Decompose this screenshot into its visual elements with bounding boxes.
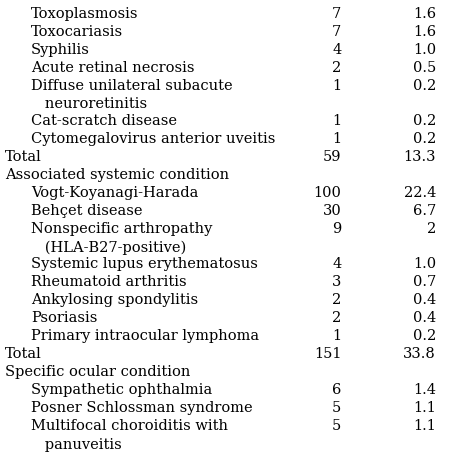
Text: Specific ocular condition: Specific ocular condition xyxy=(5,365,190,380)
Text: 5: 5 xyxy=(332,401,341,416)
Text: Cytomegalovirus anterior uveitis: Cytomegalovirus anterior uveitis xyxy=(31,132,275,146)
Text: 4: 4 xyxy=(332,43,341,57)
Text: Diffuse unilateral subacute: Diffuse unilateral subacute xyxy=(31,79,232,93)
Text: 2: 2 xyxy=(332,293,341,308)
Text: 151: 151 xyxy=(314,347,341,362)
Text: Cat-scratch disease: Cat-scratch disease xyxy=(31,114,177,128)
Text: 1: 1 xyxy=(332,132,341,146)
Text: neuroretinitis: neuroretinitis xyxy=(31,97,147,111)
Text: Associated systemic condition: Associated systemic condition xyxy=(5,168,229,182)
Text: 33.8: 33.8 xyxy=(403,347,436,362)
Text: Total: Total xyxy=(5,150,42,164)
Text: 4: 4 xyxy=(332,257,341,272)
Text: 7: 7 xyxy=(332,7,341,21)
Text: Acute retinal necrosis: Acute retinal necrosis xyxy=(31,61,194,75)
Text: 13.3: 13.3 xyxy=(403,150,436,164)
Text: 1: 1 xyxy=(332,114,341,128)
Text: Behçet disease: Behçet disease xyxy=(31,204,142,219)
Text: Posner Schlossman syndrome: Posner Schlossman syndrome xyxy=(31,401,253,416)
Text: Psoriasis: Psoriasis xyxy=(31,311,97,326)
Text: 0.2: 0.2 xyxy=(413,114,436,128)
Text: 1.1: 1.1 xyxy=(413,419,436,434)
Text: Nonspecific arthropathy: Nonspecific arthropathy xyxy=(31,222,212,237)
Text: 22.4: 22.4 xyxy=(404,186,436,201)
Text: Ankylosing spondylitis: Ankylosing spondylitis xyxy=(31,293,198,308)
Text: 6.7: 6.7 xyxy=(413,204,436,219)
Text: 1.0: 1.0 xyxy=(413,43,436,57)
Text: 5: 5 xyxy=(332,419,341,434)
Text: 1.4: 1.4 xyxy=(413,383,436,398)
Text: 2: 2 xyxy=(427,222,436,237)
Text: 1: 1 xyxy=(332,79,341,93)
Text: Primary intraocular lymphoma: Primary intraocular lymphoma xyxy=(31,329,259,344)
Text: 9: 9 xyxy=(332,222,341,237)
Text: 0.5: 0.5 xyxy=(413,61,436,75)
Text: 7: 7 xyxy=(332,25,341,39)
Text: 6: 6 xyxy=(332,383,341,398)
Text: 1.0: 1.0 xyxy=(413,257,436,272)
Text: 0.4: 0.4 xyxy=(413,311,436,326)
Text: Vogt-Koyanagi-Harada: Vogt-Koyanagi-Harada xyxy=(31,186,198,201)
Text: Toxoplasmosis: Toxoplasmosis xyxy=(31,7,138,21)
Text: 0.2: 0.2 xyxy=(413,132,436,146)
Text: Total: Total xyxy=(5,347,42,362)
Text: 2: 2 xyxy=(332,61,341,75)
Text: 30: 30 xyxy=(322,204,341,219)
Text: 59: 59 xyxy=(323,150,341,164)
Text: 0.2: 0.2 xyxy=(413,329,436,344)
Text: panuveitis: panuveitis xyxy=(31,438,121,452)
Text: Toxocariasis: Toxocariasis xyxy=(31,25,123,39)
Text: Sympathetic ophthalmia: Sympathetic ophthalmia xyxy=(31,383,212,398)
Text: 100: 100 xyxy=(313,186,341,201)
Text: 1: 1 xyxy=(332,329,341,344)
Text: 0.2: 0.2 xyxy=(413,79,436,93)
Text: Syphilis: Syphilis xyxy=(31,43,90,57)
Text: Multifocal choroiditis with: Multifocal choroiditis with xyxy=(31,419,228,434)
Text: 3: 3 xyxy=(332,275,341,290)
Text: 0.4: 0.4 xyxy=(413,293,436,308)
Text: 0.7: 0.7 xyxy=(413,275,436,290)
Text: 2: 2 xyxy=(332,311,341,326)
Text: 1.6: 1.6 xyxy=(413,7,436,21)
Text: (HLA-B27-positive): (HLA-B27-positive) xyxy=(31,240,186,255)
Text: Rheumatoid arthritis: Rheumatoid arthritis xyxy=(31,275,186,290)
Text: 1.6: 1.6 xyxy=(413,25,436,39)
Text: Systemic lupus erythematosus: Systemic lupus erythematosus xyxy=(31,257,258,272)
Text: 1.1: 1.1 xyxy=(413,401,436,416)
